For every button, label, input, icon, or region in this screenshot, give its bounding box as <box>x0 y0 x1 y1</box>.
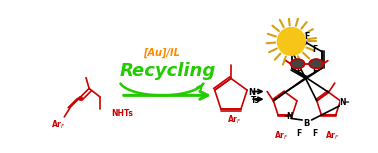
Text: N: N <box>339 98 346 107</box>
Text: N: N <box>249 88 256 97</box>
Text: Ts: Ts <box>251 96 260 105</box>
Ellipse shape <box>291 59 305 68</box>
Text: F: F <box>312 45 317 54</box>
Text: [Au]/IL: [Au]/IL <box>144 48 180 58</box>
Text: Recycling: Recycling <box>119 62 215 80</box>
Text: F: F <box>312 67 317 76</box>
Text: F: F <box>296 129 302 138</box>
Text: =: = <box>344 99 350 105</box>
Text: B: B <box>304 119 310 128</box>
Text: NHTs: NHTs <box>111 109 133 118</box>
Text: N: N <box>287 112 293 121</box>
Text: F: F <box>312 129 317 138</box>
Text: =: = <box>284 113 289 119</box>
Text: F: F <box>304 32 310 41</box>
Text: F: F <box>296 45 302 54</box>
Circle shape <box>277 28 305 55</box>
Text: Ar$_F$: Ar$_F$ <box>274 129 289 142</box>
Ellipse shape <box>309 59 323 68</box>
Text: F: F <box>296 67 302 76</box>
Text: Ar$_F$: Ar$_F$ <box>227 114 242 126</box>
Text: Ar$_F$: Ar$_F$ <box>325 129 340 142</box>
Text: Ar$_F$: Ar$_F$ <box>51 118 66 131</box>
